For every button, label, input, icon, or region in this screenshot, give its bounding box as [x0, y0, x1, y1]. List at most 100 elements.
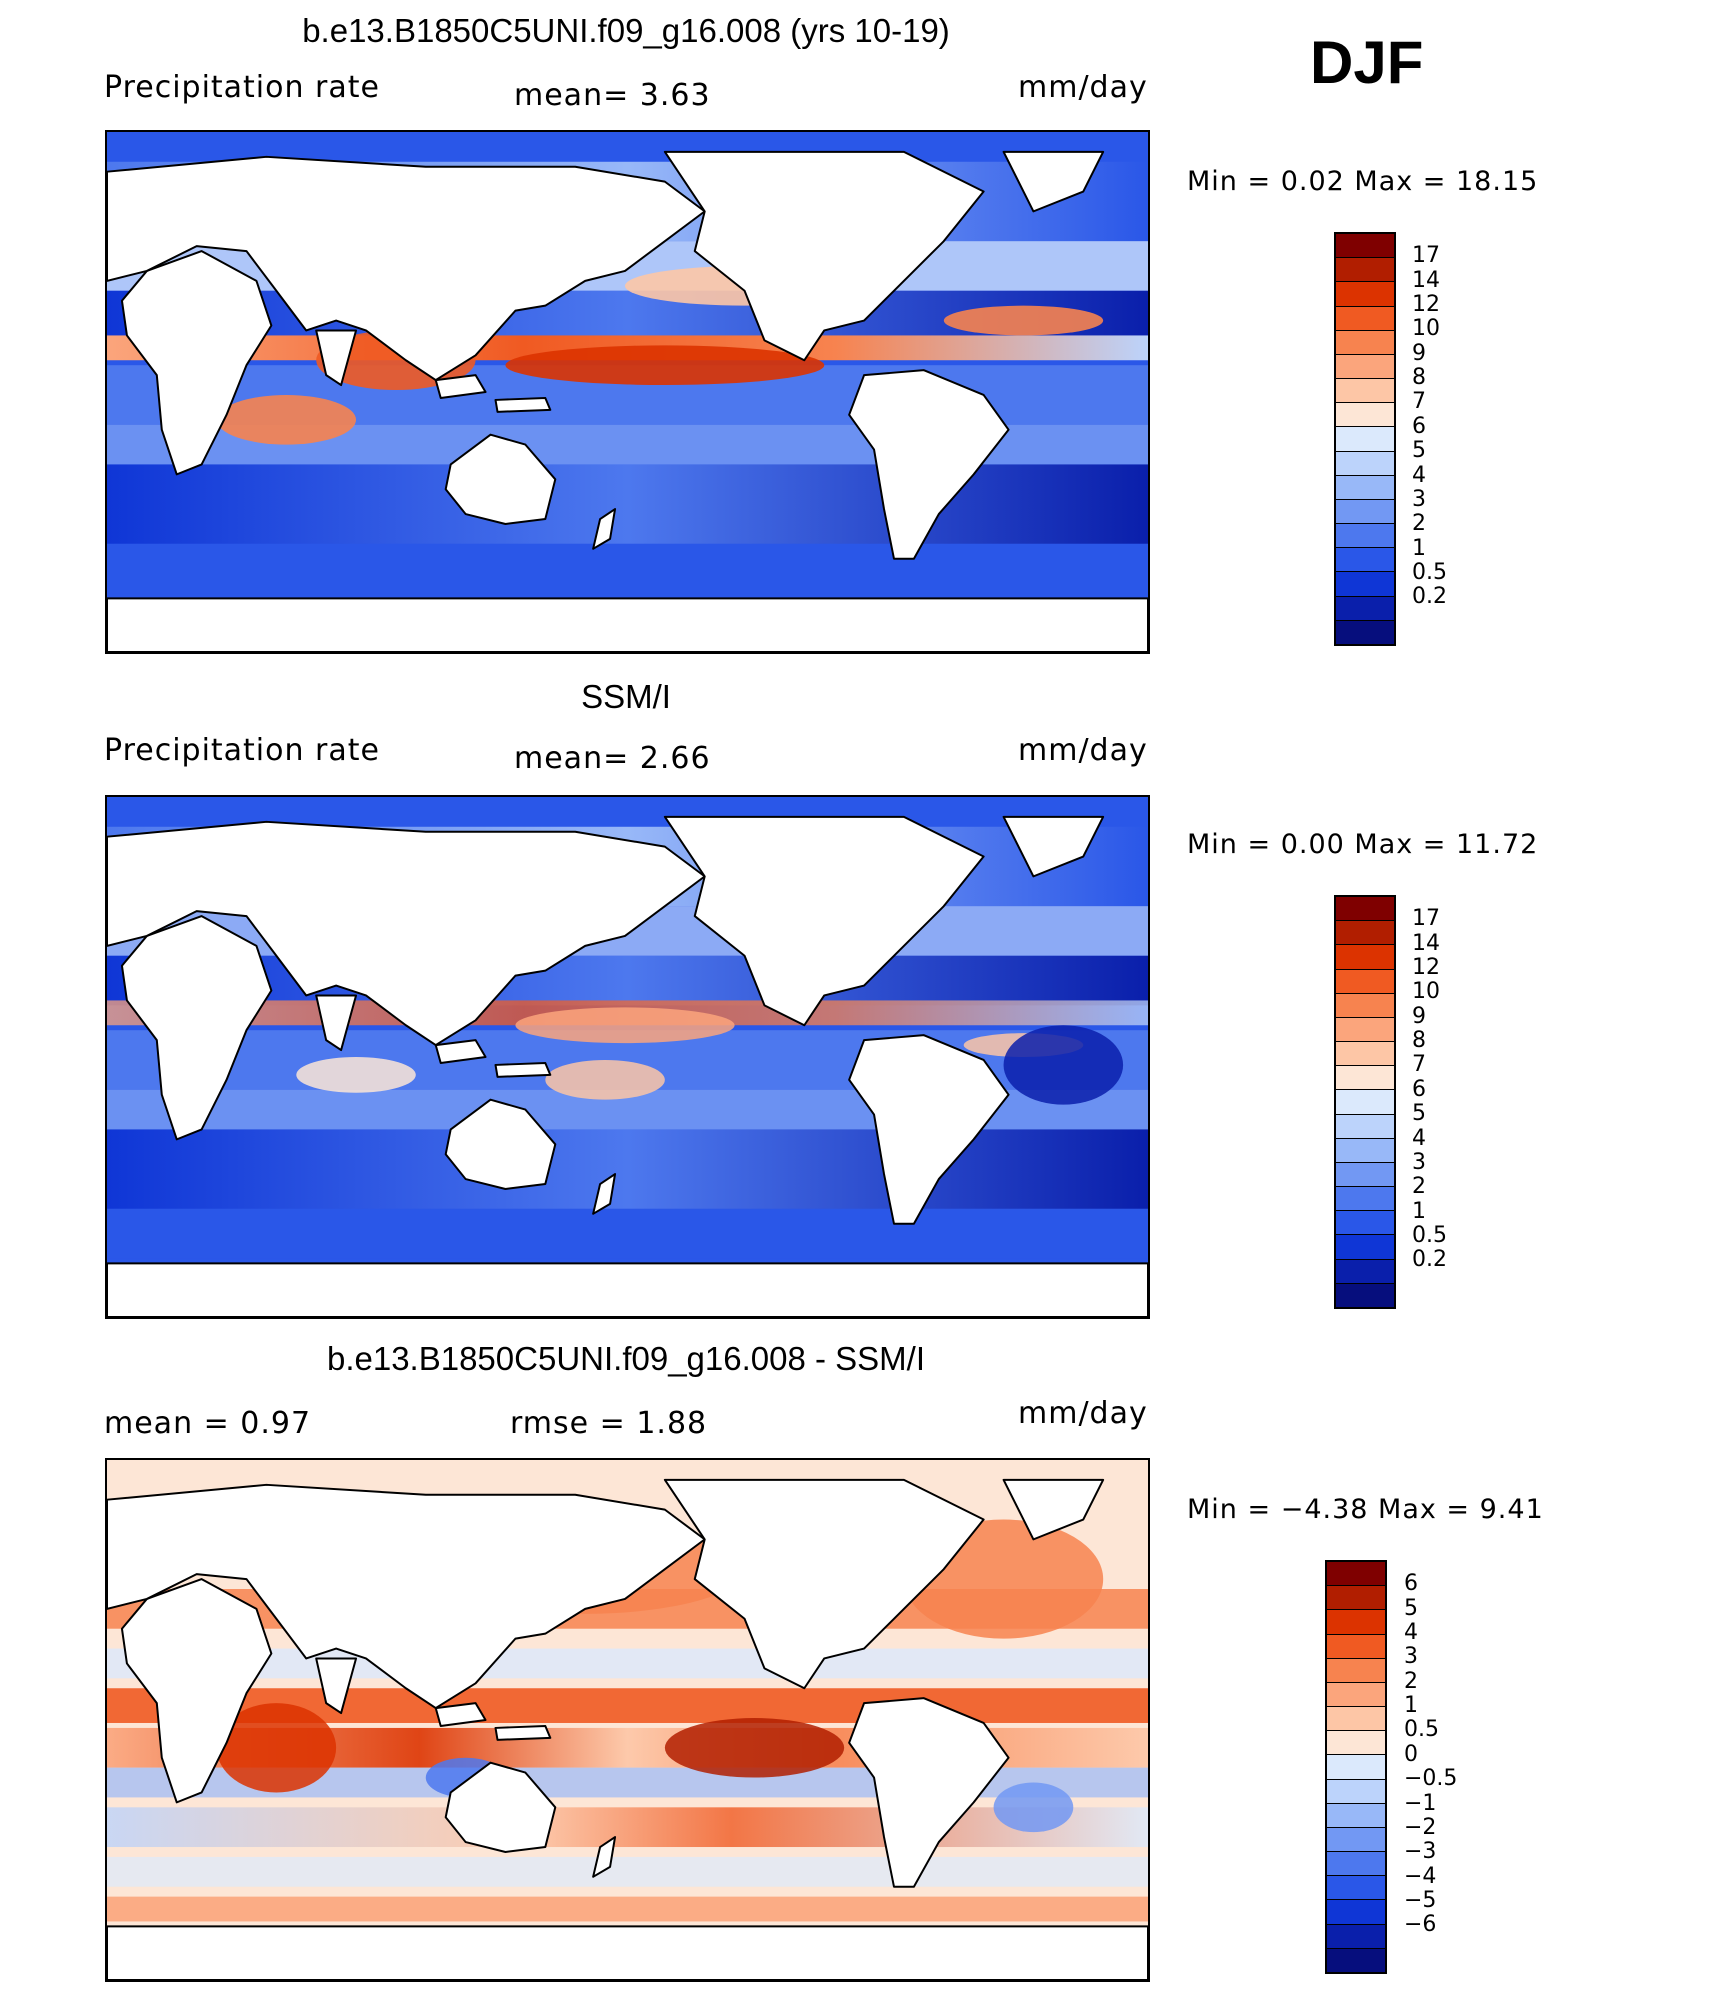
colorbar-tick-label: 0.5	[1412, 559, 1447, 585]
colorbar-swatch	[1327, 1658, 1385, 1683]
colorbar-swatch	[1327, 1755, 1385, 1780]
coastline	[107, 820, 706, 1047]
panel-3-minmax: Min = −4.38 Max = 9.41	[1187, 1494, 1544, 1525]
colorbar-tick-label: 12	[1412, 955, 1440, 981]
panel-3-map	[105, 1458, 1150, 1982]
colorbar-swatch	[1327, 1707, 1385, 1732]
colorbar-tick-label: 1	[1412, 1198, 1426, 1224]
colorbar-tick-label: 7	[1412, 389, 1426, 415]
colorbar-swatch	[1327, 1562, 1385, 1587]
colorbar-swatch	[1336, 1114, 1394, 1139]
field-band	[107, 1896, 1148, 1922]
colorbar-tick-label: 17	[1412, 906, 1440, 932]
season-label: DJF	[1310, 29, 1424, 96]
colorbar-swatch	[1327, 1948, 1385, 1972]
coastline	[663, 1478, 985, 1690]
colorbar-tick-label: 0	[1404, 1741, 1418, 1767]
colorbar-swatch	[1336, 1211, 1394, 1236]
coastline	[1002, 150, 1105, 213]
colorbar-swatch	[1327, 1827, 1385, 1853]
coastline	[315, 329, 358, 387]
field-blob	[296, 1057, 416, 1093]
colorbar-swatch	[1336, 897, 1394, 922]
panel-1-colorbar-labels: 17 14 12 10 9 8 7 6 5 4 3 2 1 0.5 0.2	[1412, 232, 1492, 646]
coastline	[315, 994, 358, 1052]
colorbar-swatch	[1327, 1610, 1385, 1635]
colorbar-tick-label: 17	[1412, 243, 1440, 269]
coastline	[120, 915, 273, 1141]
colorbar-swatch	[1336, 403, 1394, 428]
colorbar-swatch	[1336, 945, 1394, 970]
colorbar-swatch	[1327, 1586, 1385, 1611]
coastline	[315, 1657, 358, 1715]
colorbar-swatch	[1336, 1259, 1394, 1284]
colorbar-tick-label: 10	[1412, 316, 1440, 342]
colorbar-tick-label: 0.5	[1412, 1222, 1447, 1248]
colorbar-tick-label: 14	[1412, 930, 1440, 956]
coastline	[1002, 1478, 1105, 1541]
colorbar-tick-label: 5	[1412, 438, 1426, 464]
colorbar-tick-label: −0.5	[1404, 1766, 1458, 1792]
field-blob	[505, 345, 825, 386]
colorbar-tick-label: 6	[1412, 1076, 1426, 1102]
colorbar-swatch	[1336, 1090, 1394, 1115]
coastline	[107, 155, 706, 382]
colorbar-swatch	[1336, 572, 1394, 597]
colorbar-swatch	[1336, 1283, 1394, 1307]
coastline	[592, 1173, 617, 1215]
coastline	[107, 1262, 1148, 1317]
colorbar-swatch	[1336, 499, 1394, 525]
colorbar-tick-label: 9	[1412, 340, 1426, 366]
coastline	[120, 1578, 273, 1804]
field-blob	[216, 1703, 337, 1793]
panel-3-colorbar	[1325, 1560, 1387, 1974]
map-canvas	[107, 797, 1148, 1317]
panel-3-units: mm/day	[1018, 1396, 1148, 1431]
colorbar-tick-label: −3	[1404, 1839, 1437, 1865]
panel-1-colorbar	[1334, 232, 1396, 646]
field-band	[107, 1807, 1148, 1848]
colorbar-swatch	[1336, 921, 1394, 946]
coastline	[494, 1061, 552, 1078]
colorbar-swatch	[1336, 234, 1394, 259]
coastline	[107, 1483, 706, 1710]
panel-3-colorbar-labels: 6 5 4 3 2 1 0.5 0 −0.5 −1 −2 −3 −4 −5 −6	[1404, 1560, 1494, 1974]
colorbar-swatch	[1327, 1682, 1385, 1708]
colorbar-swatch	[1327, 1876, 1385, 1901]
colorbar-swatch	[1336, 282, 1394, 307]
colorbar-tick-label: 9	[1412, 1003, 1426, 1029]
colorbar-swatch	[1336, 451, 1394, 476]
field-blob	[943, 305, 1104, 336]
field-blob	[545, 1059, 665, 1100]
colorbar-tick-label: 1	[1404, 1693, 1418, 1719]
colorbar-tick-label: 1	[1412, 535, 1426, 561]
colorbar-tick-label: −2	[1404, 1814, 1437, 1840]
colorbar-tick-label: 4	[1412, 1125, 1426, 1151]
colorbar-swatch	[1327, 1900, 1385, 1925]
panel-2-colorbar-labels: 17 14 12 10 9 8 7 6 5 4 3 2 1 0.5 0.2	[1412, 895, 1492, 1309]
colorbar-swatch	[1336, 1017, 1394, 1043]
panel-3-rmse: rmse = 1.88	[510, 1406, 708, 1441]
colorbar-tick-label: 4	[1404, 1620, 1418, 1646]
colorbar-tick-label: 3	[1412, 486, 1426, 512]
colorbar-tick-label: 12	[1412, 292, 1440, 318]
colorbar-swatch	[1336, 524, 1394, 549]
colorbar-tick-label: 7	[1412, 1052, 1426, 1078]
colorbar-swatch	[1327, 1924, 1385, 1949]
colorbar-swatch	[1327, 1731, 1385, 1756]
field-band	[107, 1129, 1148, 1209]
panel-2-mean: mean= 2.66	[514, 741, 711, 776]
panel-2-minmax: Min = 0.00 Max = 11.72	[1187, 829, 1539, 860]
colorbar-swatch	[1327, 1852, 1385, 1877]
coastline	[592, 508, 617, 550]
colorbar-swatch	[1336, 620, 1394, 644]
colorbar-tick-label: 2	[1404, 1668, 1418, 1694]
coastline	[848, 369, 1010, 560]
colorbar-tick-label: 3	[1412, 1149, 1426, 1175]
colorbar-swatch	[1336, 306, 1394, 331]
colorbar-swatch	[1327, 1803, 1385, 1828]
colorbar-swatch	[1336, 427, 1394, 452]
colorbar-swatch	[1327, 1634, 1385, 1659]
panel-2-title: SSM/I	[581, 678, 671, 715]
